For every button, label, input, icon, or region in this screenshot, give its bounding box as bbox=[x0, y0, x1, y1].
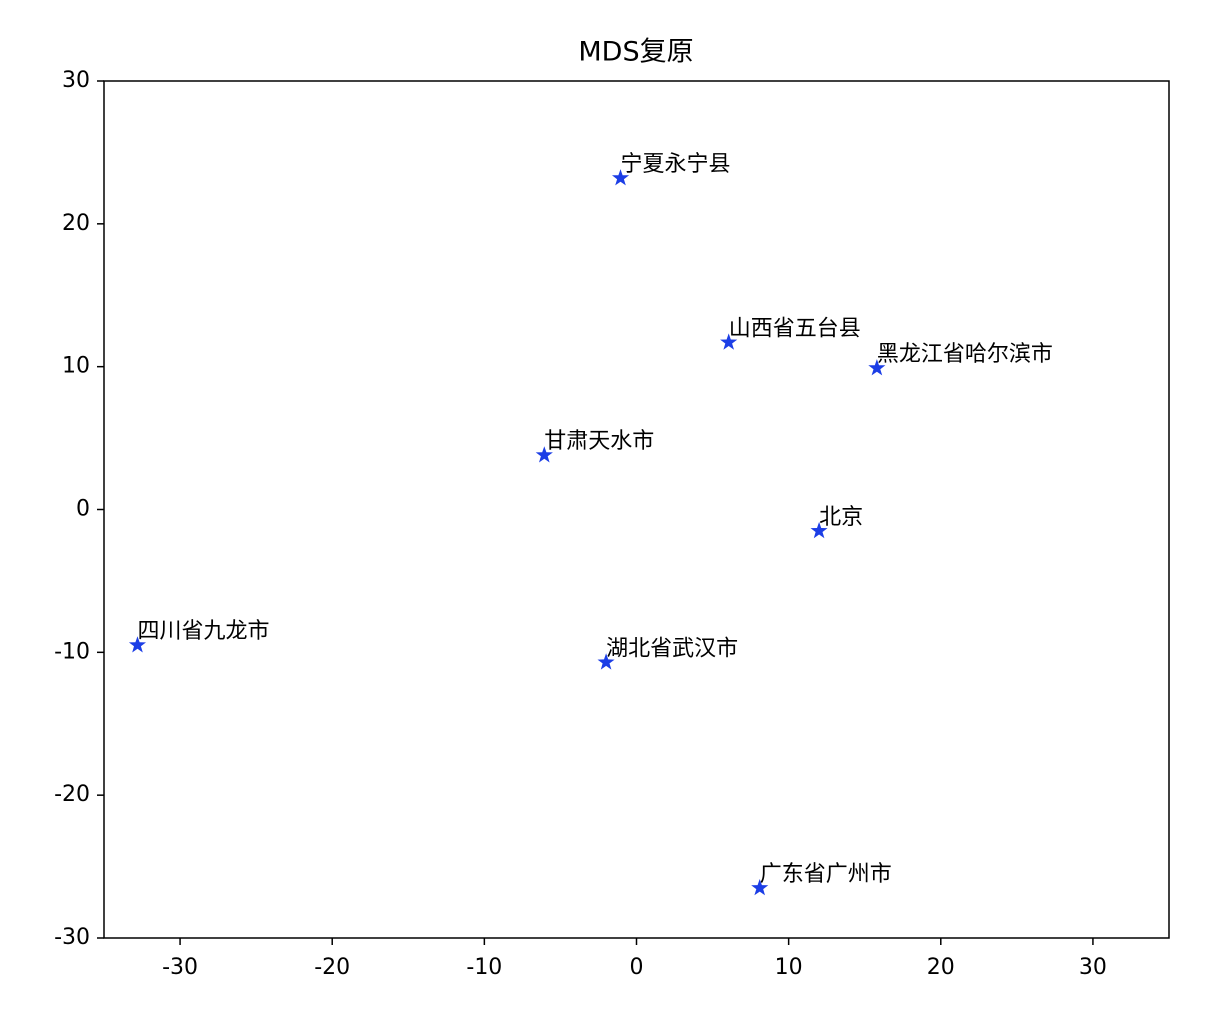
point bbox=[597, 653, 615, 670]
y-tick-label: -20 bbox=[54, 782, 90, 807]
point bbox=[535, 446, 553, 463]
point-label: 广东省广州市 bbox=[760, 862, 892, 887]
plot-frame bbox=[103, 80, 1170, 939]
chart-title: MDS复原 bbox=[578, 37, 693, 68]
x-tick-label: -10 bbox=[466, 955, 502, 980]
point-label: 四川省九龙市 bbox=[137, 619, 269, 644]
point-label: 宁夏永宁县 bbox=[621, 152, 731, 177]
y-tick-label: -30 bbox=[54, 925, 90, 950]
point-label: 黑龙江省哈尔滨市 bbox=[877, 342, 1053, 367]
point-label: 山西省五台县 bbox=[729, 316, 861, 341]
x-tick-label: -20 bbox=[314, 955, 350, 980]
y-tick-label: 10 bbox=[62, 354, 90, 379]
y-tick-label: 20 bbox=[62, 211, 90, 236]
point bbox=[612, 169, 630, 186]
point-label: 北京 bbox=[819, 505, 863, 530]
x-tick-label: 10 bbox=[775, 955, 803, 980]
point bbox=[720, 333, 738, 350]
x-tick-label: 0 bbox=[630, 955, 644, 980]
x-tick-label: 30 bbox=[1079, 955, 1107, 980]
point bbox=[868, 359, 886, 376]
y-tick-label: 30 bbox=[62, 68, 90, 93]
x-tick-label: -30 bbox=[162, 955, 198, 980]
y-tick-label: 0 bbox=[76, 497, 90, 522]
point bbox=[751, 879, 769, 896]
point bbox=[810, 521, 828, 539]
point-label: 湖北省武汉市 bbox=[606, 636, 738, 661]
point-label: 甘肃天水市 bbox=[544, 429, 654, 454]
point bbox=[128, 636, 146, 653]
y-tick-label: -10 bbox=[54, 639, 90, 664]
x-tick-label: 20 bbox=[927, 955, 955, 980]
